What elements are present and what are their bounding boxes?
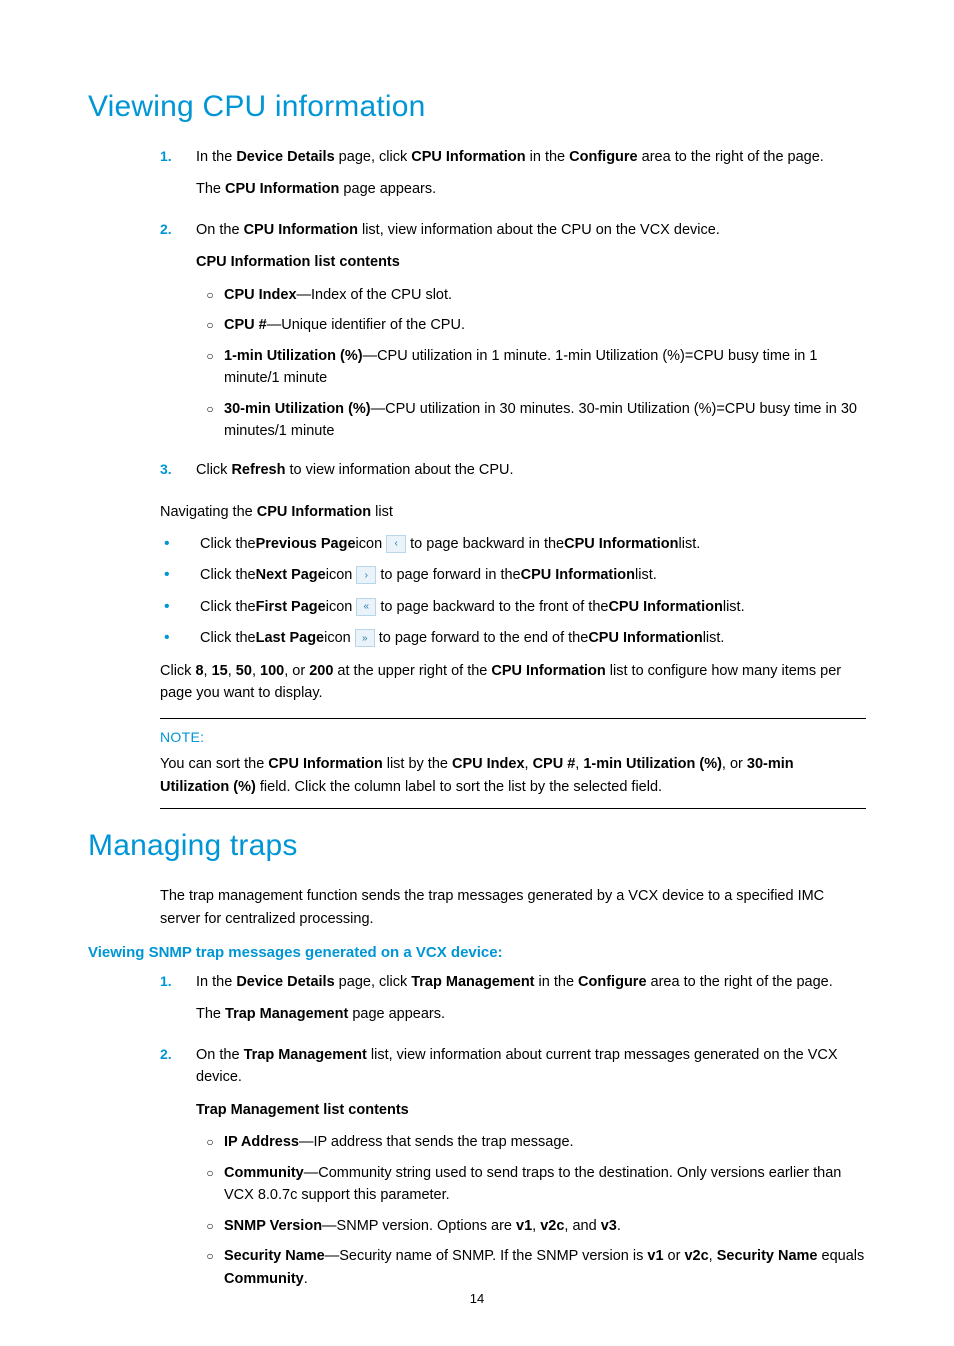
circle-marker-icon: ○: [196, 1162, 224, 1207]
section2-body: 1. In the Device Details page, click Tra…: [160, 971, 866, 1298]
s2-step1-line1: In the Device Details page, click Trap M…: [196, 971, 866, 993]
step-content: On the Trap Management list, view inform…: [196, 1044, 866, 1298]
circle-marker-icon: ○: [196, 314, 224, 336]
step-number: 1.: [160, 971, 196, 1036]
circle-marker-icon: ○: [196, 284, 224, 306]
circle-marker-icon: ○: [196, 1245, 224, 1290]
page-number: 14: [0, 1291, 954, 1306]
trap-list-contents-heading: Trap Management list contents: [196, 1099, 866, 1121]
list-item: ○ CPU #—Unique identifier of the CPU.: [196, 314, 866, 336]
section2-subheading: Viewing SNMP trap messages generated on …: [88, 944, 866, 961]
nav-item-last: • Click the Last Page icon » to page for…: [160, 626, 866, 649]
bullet-dot-icon: •: [160, 563, 200, 583]
document-page: Viewing CPU information 1. In the Device…: [0, 0, 954, 1346]
circle-marker-icon: ○: [196, 398, 224, 443]
circle-marker-icon: ○: [196, 1131, 224, 1153]
step-number: 2.: [160, 1044, 196, 1298]
trap-info-bullets: ○ IP Address—IP address that sends the t…: [196, 1131, 866, 1290]
bullet-dot-icon: •: [160, 595, 200, 615]
cpu-list-contents-heading: CPU Information list contents: [196, 251, 866, 273]
list-item: ○ Community—Community string used to sen…: [196, 1162, 866, 1207]
nav-item-next: • Click the Next Page icon › to page for…: [160, 563, 866, 586]
list-item: ○ SNMP Version—SNMP version. Options are…: [196, 1215, 866, 1237]
step-number: 3.: [160, 459, 196, 491]
nav-intro: Navigating the CPU Information list: [160, 501, 866, 523]
next-page-icon: ›: [356, 566, 376, 584]
step1-line2: The CPU Information page appears.: [196, 178, 866, 200]
list-item: ○ IP Address—IP address that sends the t…: [196, 1131, 866, 1153]
step-content: On the CPU Information list, view inform…: [196, 219, 866, 451]
step-number: 2.: [160, 219, 196, 451]
s2-step-2: 2. On the Trap Management list, view inf…: [160, 1044, 866, 1298]
note-label: NOTE:: [160, 727, 866, 749]
nav-item-first: • Click the First Page icon « to page ba…: [160, 595, 866, 618]
section1-steps: 1. In the Device Details page, click CPU…: [160, 146, 866, 491]
list-item: ○ CPU Index—Index of the CPU slot.: [196, 284, 866, 306]
cpu-info-bullets: ○ CPU Index—Index of the CPU slot. ○ CPU…: [196, 284, 866, 443]
step1-line1: In the Device Details page, click CPU In…: [196, 146, 866, 168]
section2-steps: 1. In the Device Details page, click Tra…: [160, 971, 866, 1298]
heading-viewing-cpu: Viewing CPU information: [88, 90, 866, 124]
section1-body: 1. In the Device Details page, click CPU…: [160, 146, 866, 650]
bullet-dot-icon: •: [160, 626, 200, 646]
list-item: ○ 30-min Utilization (%)—CPU utilization…: [196, 398, 866, 443]
step-number: 1.: [160, 146, 196, 211]
previous-page-icon: ‹: [386, 535, 406, 553]
nav-item-prev: • Click the Previous Page icon ‹ to page…: [160, 532, 866, 555]
pager-paragraph: Click 8, 15, 50, 100, or 200 at the uppe…: [160, 660, 866, 705]
last-page-icon: »: [355, 629, 375, 647]
step-1: 1. In the Device Details page, click CPU…: [160, 146, 866, 211]
step-content: Click Refresh to view information about …: [196, 459, 866, 491]
note-box: NOTE: You can sort the CPU Information l…: [160, 718, 866, 809]
s2-step2-line1: On the Trap Management list, view inform…: [196, 1044, 866, 1089]
step-content: In the Device Details page, click CPU In…: [196, 146, 866, 211]
note-text: You can sort the CPU Information list by…: [160, 753, 866, 798]
s2-step1-line2: The Trap Management page appears.: [196, 1003, 866, 1025]
s2-step-1: 1. In the Device Details page, click Tra…: [160, 971, 866, 1036]
bullet-dot-icon: •: [160, 532, 200, 552]
nav-bullet-list: • Click the Previous Page icon ‹ to page…: [160, 532, 866, 650]
section2-intro: The trap management function sends the t…: [160, 885, 866, 930]
list-item: ○ 1-min Utilization (%)—CPU utilization …: [196, 345, 866, 390]
step-3: 3. Click Refresh to view information abo…: [160, 459, 866, 491]
step-content: In the Device Details page, click Trap M…: [196, 971, 866, 1036]
step-2: 2. On the CPU Information list, view inf…: [160, 219, 866, 451]
step2-line1: On the CPU Information list, view inform…: [196, 219, 866, 241]
first-page-icon: «: [356, 598, 376, 616]
step3-line1: Click Refresh to view information about …: [196, 459, 866, 481]
list-item: ○ Security Name—Security name of SNMP. I…: [196, 1245, 866, 1290]
heading-managing-traps: Managing traps: [88, 829, 866, 863]
circle-marker-icon: ○: [196, 1215, 224, 1237]
circle-marker-icon: ○: [196, 345, 224, 390]
